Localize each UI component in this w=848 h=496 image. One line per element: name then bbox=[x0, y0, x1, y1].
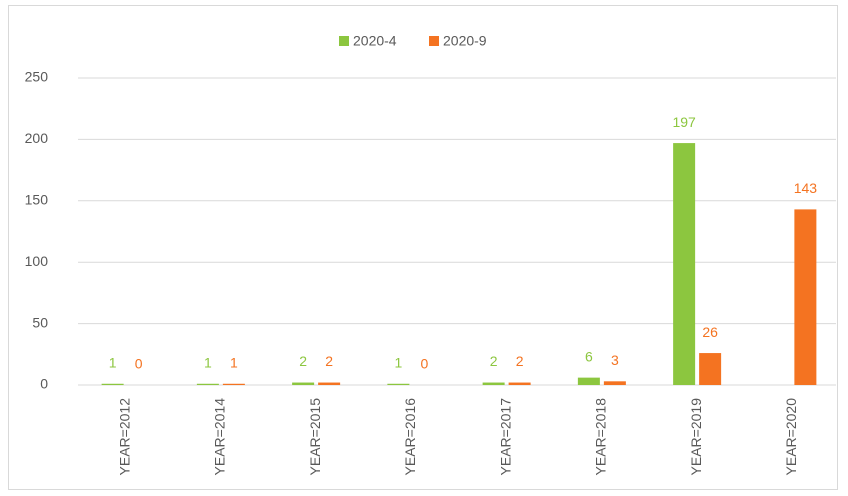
value-label: 6 bbox=[585, 348, 593, 364]
x-tick-label: YEAR=2012 bbox=[116, 398, 132, 476]
legend-swatch bbox=[339, 36, 349, 46]
legend-label: 2020-4 bbox=[353, 33, 397, 49]
value-label: 2 bbox=[516, 353, 524, 369]
value-label: 0 bbox=[420, 356, 428, 372]
value-label: 1 bbox=[204, 354, 212, 370]
bar bbox=[196, 383, 219, 385]
x-tick-label: YEAR=2015 bbox=[307, 398, 323, 476]
value-label: 0 bbox=[135, 356, 143, 372]
bar bbox=[699, 353, 722, 385]
x-tick-label: YEAR=2016 bbox=[402, 398, 418, 476]
legend-label: 2020-9 bbox=[443, 33, 487, 49]
value-label: 2 bbox=[325, 353, 333, 369]
bar bbox=[794, 209, 817, 385]
bar bbox=[482, 382, 505, 385]
bar bbox=[292, 382, 315, 385]
bar bbox=[673, 143, 696, 385]
chart-frame bbox=[8, 5, 838, 490]
value-label: 2 bbox=[299, 353, 307, 369]
bar bbox=[101, 383, 124, 385]
value-label: 26 bbox=[702, 324, 718, 340]
y-tick-label: 100 bbox=[25, 253, 49, 269]
x-tick-label: YEAR=2014 bbox=[212, 398, 228, 476]
value-label: 143 bbox=[794, 180, 818, 196]
y-tick-label: 50 bbox=[32, 314, 48, 330]
y-tick-label: 250 bbox=[25, 69, 49, 85]
x-tick-label: YEAR=2019 bbox=[688, 398, 704, 476]
value-label: 2 bbox=[490, 353, 498, 369]
y-tick-label: 200 bbox=[25, 130, 49, 146]
bar bbox=[577, 377, 600, 385]
bar bbox=[318, 382, 341, 385]
bar bbox=[508, 382, 531, 385]
bar bbox=[222, 383, 245, 385]
value-label: 1 bbox=[394, 354, 402, 370]
value-label: 1 bbox=[109, 354, 117, 370]
x-tick-label: YEAR=2018 bbox=[593, 398, 609, 476]
y-tick-label: 150 bbox=[25, 192, 49, 208]
value-label: 1 bbox=[230, 354, 238, 370]
value-label: 197 bbox=[672, 114, 696, 130]
value-label: 3 bbox=[611, 352, 619, 368]
bar bbox=[387, 383, 410, 385]
legend-swatch bbox=[429, 36, 439, 46]
y-tick-label: 0 bbox=[40, 376, 48, 392]
bar bbox=[603, 381, 626, 385]
x-tick-label: YEAR=2017 bbox=[497, 398, 513, 476]
x-tick-label: YEAR=2020 bbox=[783, 398, 799, 476]
